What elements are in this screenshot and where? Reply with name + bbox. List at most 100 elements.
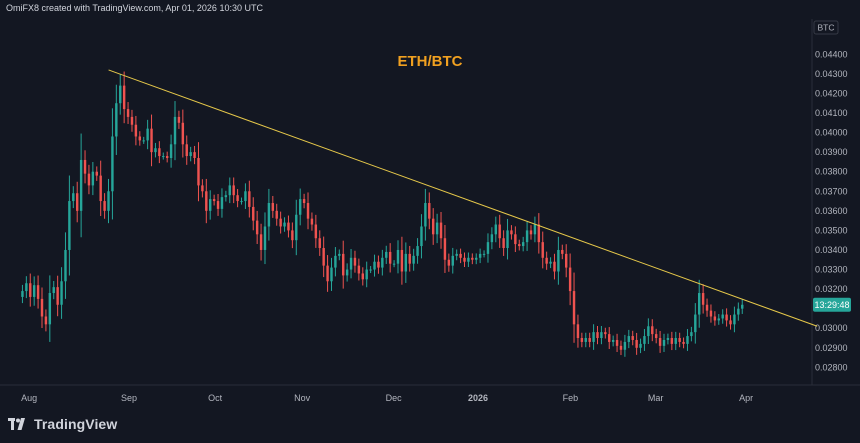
y-tick-label: 0.03900 (815, 147, 848, 157)
candle-body (228, 185, 231, 196)
candle-body (737, 308, 740, 315)
candle-body (690, 332, 693, 337)
candle-body (91, 171, 95, 186)
candle-body (694, 314, 697, 333)
candle-body (627, 336, 631, 342)
candle-body (224, 195, 228, 198)
y-tick-label: 0.04200 (815, 88, 848, 98)
candle-body (498, 224, 501, 239)
candle-body (142, 140, 145, 142)
candle-body (295, 214, 298, 241)
candle-body (240, 201, 243, 203)
candle-body (658, 338, 662, 346)
candle-body (623, 341, 627, 350)
candle-body (68, 201, 71, 250)
x-tick-label: Dec (386, 393, 403, 403)
candle-body (506, 230, 509, 249)
candle-body (115, 103, 118, 137)
candle-body (255, 220, 259, 235)
credit-text: OmiFX8 created with TradingView.com, Apr… (6, 3, 263, 13)
candle-body (248, 191, 251, 207)
candle-body (608, 334, 611, 342)
candle-body (29, 283, 32, 297)
candle-body (353, 257, 357, 266)
y-tick-label: 0.03400 (815, 245, 848, 255)
candle-body (193, 152, 196, 159)
candle-body (725, 314, 728, 321)
candle-body (600, 332, 603, 339)
candle-body (373, 261, 376, 270)
candle-body (651, 326, 654, 335)
trendline (108, 69, 818, 327)
candle-body (357, 265, 361, 274)
candle-body (369, 269, 372, 271)
candle-body (44, 316, 48, 325)
candle-body (162, 156, 165, 158)
y-tick-label: 0.03300 (815, 265, 848, 275)
candle-body (572, 291, 576, 325)
candle-body (631, 336, 634, 340)
candlestick-chart[interactable]: BTC 0.04400 0.04300 0.04200 0.04100 0.04000 0.… (0, 0, 860, 406)
candle-body (420, 226, 423, 247)
candle-body (349, 257, 353, 270)
candle-body (381, 257, 384, 268)
candle-body (713, 316, 717, 321)
tradingview-logo[interactable]: TradingView (8, 416, 117, 432)
candle-body (412, 255, 415, 264)
candle-body (678, 338, 681, 342)
candle-body (201, 185, 204, 192)
candle-body (56, 287, 59, 305)
candle-body (721, 314, 724, 319)
candle-body (134, 124, 138, 137)
candle-body (729, 320, 732, 325)
candle-body (639, 343, 642, 348)
candle-body (553, 261, 556, 272)
candle-body (377, 261, 380, 268)
candle-body (564, 253, 568, 268)
candle-body (635, 339, 638, 348)
y-tick-label: 0.04000 (815, 128, 848, 138)
candle-body (666, 338, 670, 340)
candle-body (21, 291, 24, 297)
y-tick-label: 0.02900 (815, 343, 848, 353)
candle-body (643, 336, 646, 344)
candle-body (169, 144, 173, 159)
candle-body (298, 199, 302, 215)
candle-body (173, 116, 177, 145)
brand-name: TradingView (34, 416, 118, 432)
candle-body (318, 238, 321, 249)
candle-body (674, 338, 677, 344)
candle-body (107, 191, 110, 211)
candle-body (486, 242, 490, 254)
candle-body (502, 238, 505, 249)
candle-body (698, 293, 701, 315)
candle-body (529, 230, 533, 235)
candle-body (158, 148, 161, 157)
candle-body (741, 304, 744, 309)
candle-body (361, 273, 364, 280)
candle-body (705, 304, 709, 311)
candle-body (154, 148, 157, 153)
current-price-badge (813, 297, 851, 312)
candle-body (275, 210, 278, 219)
candle-body (463, 257, 466, 262)
currency-label: BTC (818, 23, 835, 33)
candle-body (189, 152, 192, 157)
candle-body (482, 253, 486, 255)
current-price-label: 13:29:48 (814, 300, 849, 310)
x-tick-label: Aug (21, 393, 37, 403)
candle-body (478, 253, 482, 258)
candle-body (236, 195, 239, 202)
candle-body (588, 338, 591, 342)
candle-body (525, 230, 529, 243)
candle-body (647, 326, 650, 337)
candle-body (209, 199, 212, 211)
header-bar: OmiFX8 created with TradingView.com, Apr… (0, 0, 860, 19)
candle-body (287, 222, 290, 231)
candle-body (25, 283, 28, 292)
candle-body (310, 218, 314, 225)
candle-body (345, 269, 349, 276)
candle-body (99, 175, 102, 202)
candle-body (177, 116, 181, 123)
